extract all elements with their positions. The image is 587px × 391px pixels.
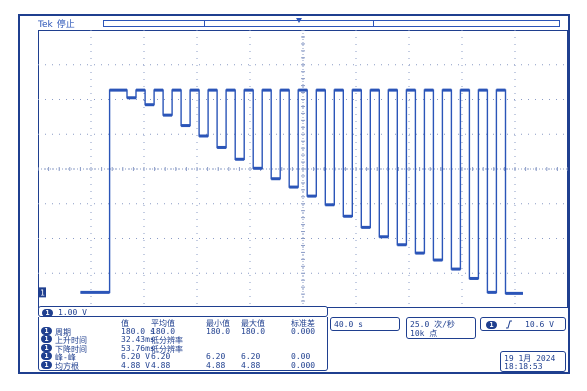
measurement-channel-chip: 1 [41,352,52,361]
measurement-channel-chip: 1 [41,360,52,369]
measurement-row[interactable]: 1 上升时间 32.43ms 低分辨率 [41,335,329,346]
header-stddev: 标准差 [291,319,315,328]
record-window-indicator[interactable] [204,21,374,26]
measurement-cell: 4.88 [151,360,171,370]
trigger-box[interactable]: 1 10.6 V [480,317,566,331]
header-value: 值 [121,319,129,328]
measurement-header: 值 平均值 最小值 最大值 标准差 [41,318,329,328]
measurement-cell: 4.88 [241,360,261,370]
measurement-cell: 0.000 [291,327,316,336]
measurement-channel-chip: 1 [41,335,52,344]
channel-scale-box[interactable]: 1 1.00 V [38,306,328,317]
readout-panel: 1 1.00 V 值 平均值 最小值 最大值 标准差 1 周期 180.0 s 180… [38,306,568,372]
ground-marker-label: 1 [40,288,45,297]
measurement-label: 峰-峰 [55,353,76,363]
measurement-cell: 0.00 [291,352,311,362]
vertical-scale: 1.00 V [58,308,87,317]
trigger-level: 10.6 V [525,320,554,329]
header-max: 最大值 [241,319,265,328]
measurement-cell: 180.0 [206,327,231,336]
measurement-label: 均方根 [55,361,79,371]
header-min: 最小值 [206,319,230,328]
measurement-cell: 32.43ms [121,335,155,345]
datetime-box: 19 1月 2024 18:18:53 [500,351,566,372]
measurement-cell: 6.20 [206,352,226,362]
brand-label: Tek [38,20,53,30]
measurement-cell: 6.20 [151,352,171,362]
measurement-cell: 53.76ms [121,343,155,353]
record-view-bar[interactable] [103,20,560,27]
measurement-row[interactable]: 1 周期 180.0 s 180.0 180.0 180.0 0.000 [41,327,329,337]
ground-marker-icon [38,287,46,298]
status-text: Tek 停止 [38,17,75,30]
record-length: 10k 点 [410,329,438,338]
measurement-channel-chip: 1 [41,327,52,335]
measurement-label: 周期 [55,328,71,337]
rising-edge-icon [506,320,512,329]
acquisition-box[interactable]: 25.0 次/秒 10k 点 [406,317,476,339]
graticule: 1 [37,29,569,309]
measurement-row[interactable]: 1 峰-峰 6.20 V 6.20 6.20 6.20 0.00 [41,352,329,363]
waveform-display: 1 [37,29,569,309]
sample-rate: 25.0 次/秒 [410,320,455,329]
time-text: 18:18:53 [504,362,543,371]
measurement-cell: 0.000 [291,360,316,370]
measurement-cell: 低分辨率 [151,336,183,346]
measurement-cell: 6.20 V [121,352,150,362]
measurement-row[interactable]: 1 下降时间 53.76ms 低分辨率 [41,343,329,354]
measurement-row[interactable]: 1 均方根 4.88 V 4.88 4.88 4.88 0.000 [41,360,329,371]
measurement-cell: 低分辨率 [151,344,183,354]
timebase-value: 40.0 s [334,320,363,329]
measurement-channel-chip: 1 [41,343,52,352]
measurement-label: 下降时间 [55,344,87,354]
measurement-cell: 4.88 [206,360,226,370]
header-mean: 平均值 [151,319,175,328]
measurement-table: 值 平均值 最小值 最大值 标准差 1 周期 180.0 s 180.0 180.0 18… [38,317,328,371]
trigger-source-chip: 1 [486,320,497,329]
acquisition-state: 停止 [56,20,75,30]
measurement-cell: 4.88 V [121,360,150,370]
status-bar: Tek 停止 [38,17,568,30]
date-text: 19 1月 2024 [504,354,556,363]
measurement-label: 上升时间 [55,336,87,346]
measurement-cell: 180.0 [151,327,176,336]
measurement-cell: 180.0 [241,327,266,336]
measurement-cell: 180.0 s [121,327,155,336]
measurement-cell: 6.20 [241,352,261,362]
trigger-position-marker[interactable] [296,18,302,23]
channel-chip: 1 [42,308,53,317]
timebase-box[interactable]: 40.0 s [330,317,400,331]
